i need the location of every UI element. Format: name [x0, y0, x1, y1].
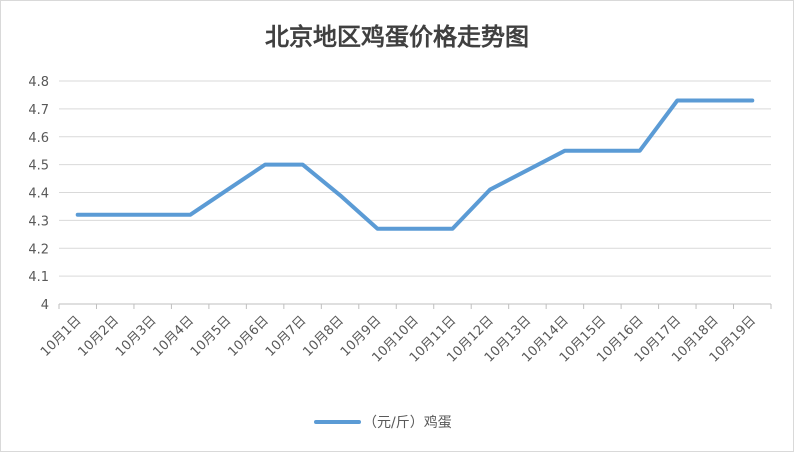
y-tick-label: 4.3	[28, 214, 49, 229]
legend: （元/斤）鸡蛋	[314, 414, 452, 431]
x-tick-label: 10月6日	[225, 313, 272, 360]
legend-label: （元/斤）鸡蛋	[363, 414, 452, 431]
y-tick-label: 4.5	[28, 159, 49, 174]
x-axis-ticks: 10月1日10月2日10月3日10月4日10月5日10月6日10月7日10月8日…	[38, 313, 759, 365]
x-tick-label: 10月8日	[300, 313, 347, 360]
y-axis-ticks: 4 4.1 4.2 4.3 4.4 4.5 4.6 4.7 4.8	[28, 75, 49, 313]
y-tick-label: 4.7	[28, 103, 49, 118]
x-tick-label: 10月2日	[75, 313, 122, 360]
y-tick-label: 4.1	[28, 270, 49, 285]
x-tick-label: 10月3日	[113, 313, 160, 360]
y-tick-label: 4	[41, 298, 49, 313]
series-line	[75, 98, 755, 231]
series-group	[75, 98, 755, 231]
grid-lines	[59, 80, 771, 277]
x-tick-label: 10月5日	[188, 313, 235, 360]
chart-title: 北京地区鸡蛋价格走势图	[265, 23, 529, 51]
y-tick-label: 4.2	[28, 242, 49, 257]
x-tick-label: 10月1日	[38, 313, 85, 360]
x-axis	[58, 303, 772, 309]
y-tick-label: 4.4	[28, 187, 49, 202]
y-tick-label: 4.8	[28, 75, 49, 90]
y-tick-label: 4.6	[28, 131, 49, 146]
x-tick-label: 10月4日	[150, 313, 197, 360]
x-tick-label: 10月7日	[263, 313, 310, 360]
